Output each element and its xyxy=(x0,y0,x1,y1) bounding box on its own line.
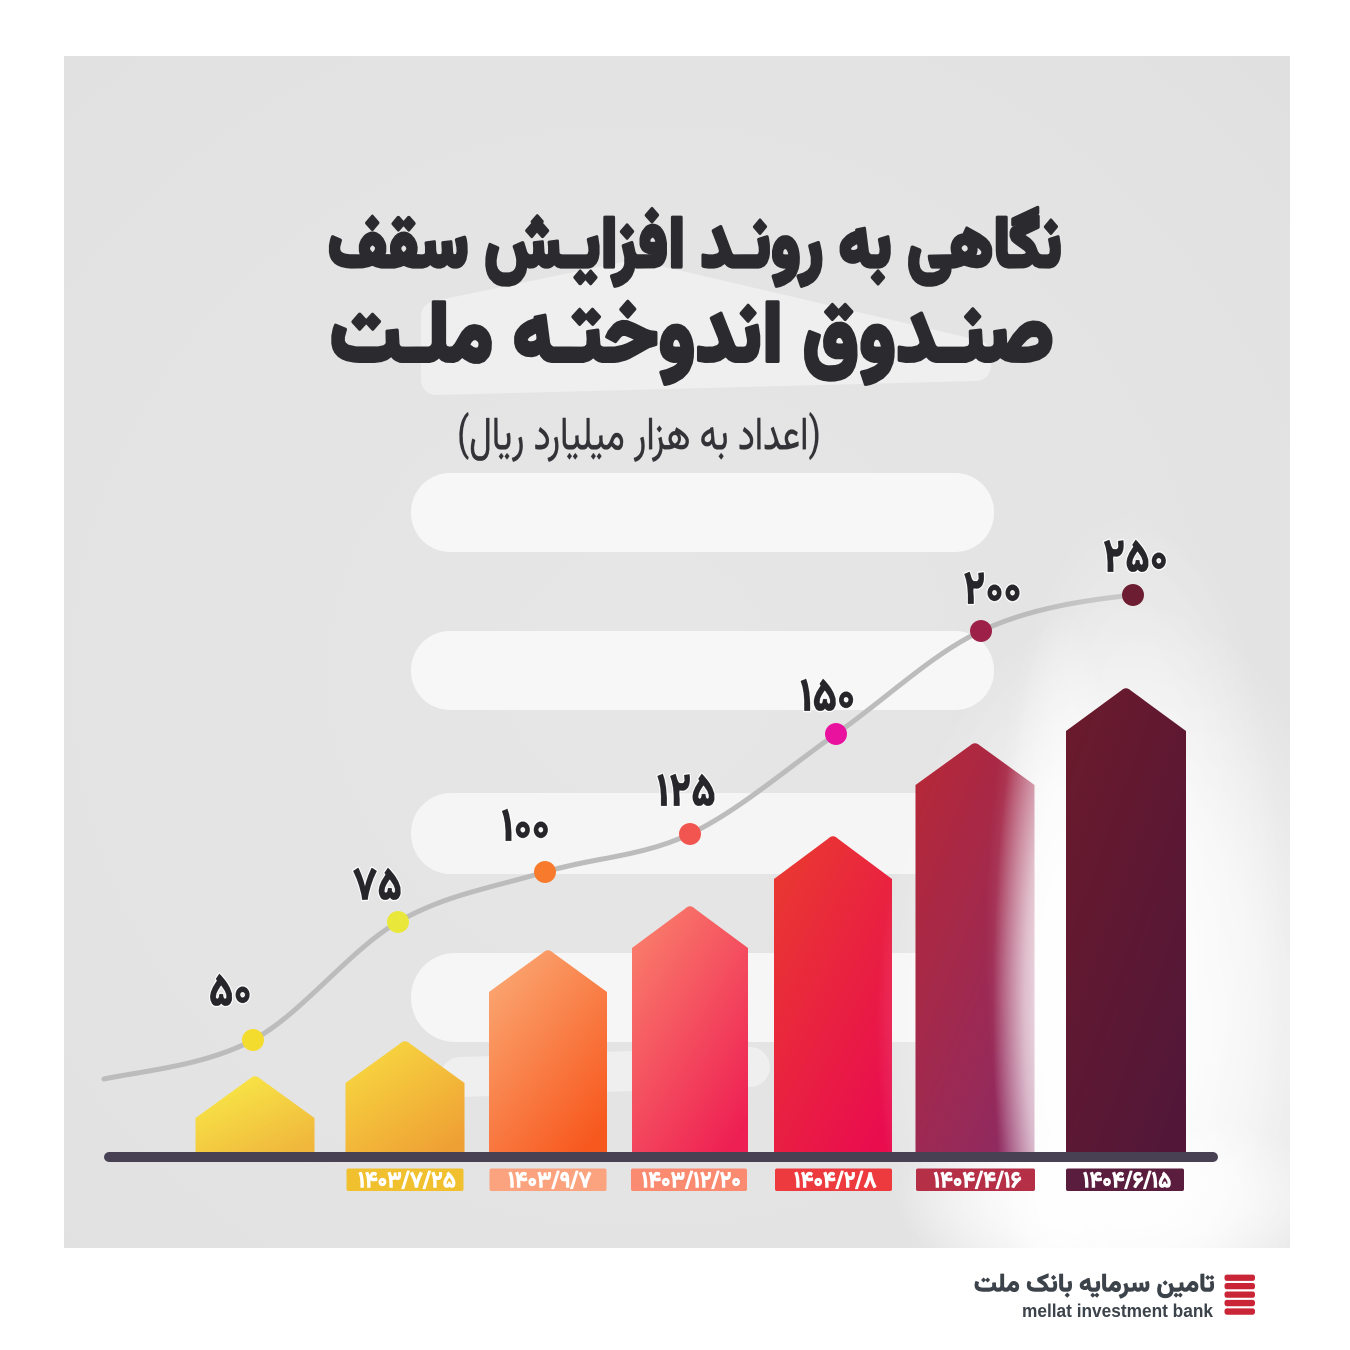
svg-text:mellat investment bank: mellat investment bank xyxy=(1022,1301,1214,1321)
